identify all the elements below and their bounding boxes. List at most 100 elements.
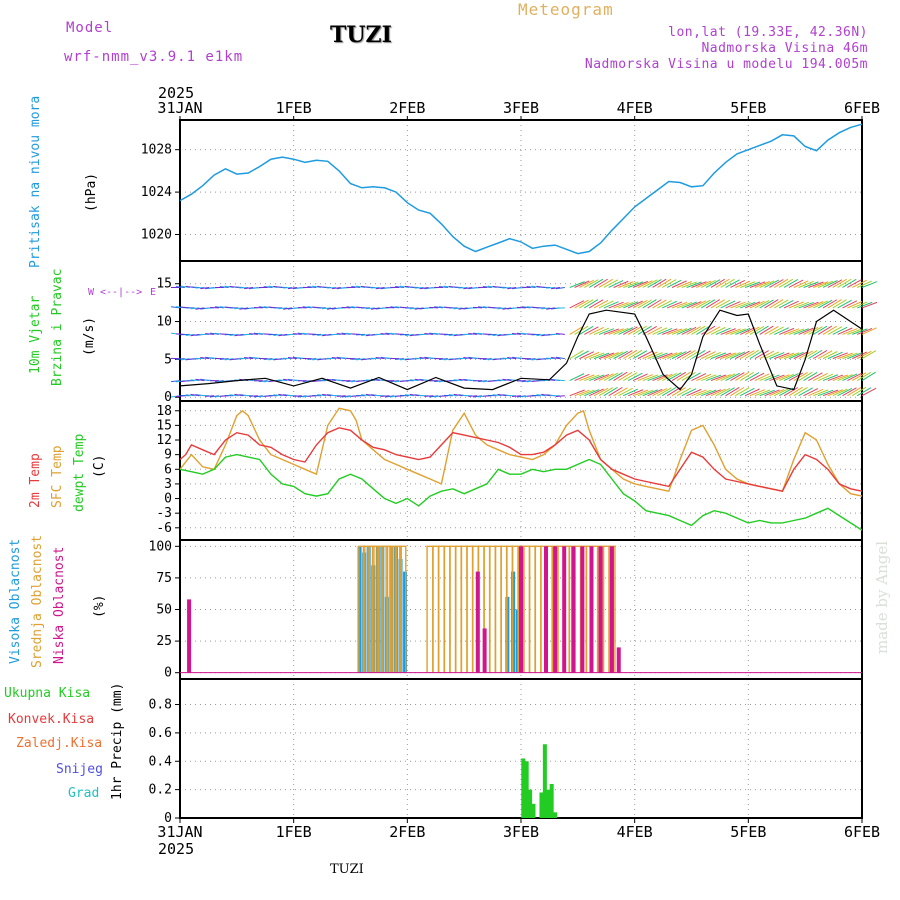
wind-arrow — [686, 372, 701, 382]
high-cloud-bar — [393, 546, 398, 673]
wind-arrow — [317, 333, 327, 337]
wind-arrow — [657, 373, 673, 382]
wind-arrow — [404, 333, 414, 337]
wind-arrow — [696, 299, 711, 309]
wind-arrow — [662, 279, 677, 288]
wind-arrow — [783, 373, 799, 382]
wind-arrow — [764, 325, 779, 335]
temp-ytick-label: 15 — [156, 418, 172, 433]
wind-arrow — [778, 278, 794, 288]
wind-arrow — [720, 352, 736, 360]
wind-arrow — [395, 358, 405, 360]
wind-arrow — [618, 281, 634, 288]
wind-arrow — [579, 389, 595, 397]
wind-arrow — [666, 328, 683, 335]
high-cloud-bar — [403, 571, 408, 673]
wind-arrow — [778, 300, 794, 309]
precip-bar — [531, 803, 536, 818]
wind-ytick-label: 0 — [164, 390, 172, 405]
wind-arrow — [817, 325, 833, 335]
wind-arrow — [531, 358, 541, 361]
wind-arrow — [788, 279, 804, 288]
wind-arrow — [468, 333, 478, 335]
wind-arrow — [749, 389, 765, 397]
wind-arrow — [798, 387, 813, 397]
time-label-top: 3FEB — [503, 99, 539, 117]
wind-arrow — [861, 371, 876, 381]
wind-arrow — [448, 333, 458, 337]
wind-arrow — [720, 278, 735, 288]
wind-arrow — [808, 301, 824, 309]
wind-arrow — [253, 395, 263, 398]
wind-arrow — [647, 326, 663, 335]
wind-arrow — [749, 372, 765, 382]
wind-arrow — [463, 286, 473, 290]
wind-arrow — [735, 350, 750, 360]
wind-arrow — [808, 349, 823, 360]
wind-arrow — [744, 388, 760, 397]
wind-arrow — [803, 388, 819, 397]
time-label-top: 31JAN — [157, 99, 202, 117]
wind-arrow — [856, 387, 872, 397]
wind-arrow — [666, 279, 682, 288]
wind-arrow — [429, 306, 439, 309]
wind-arrow — [774, 352, 790, 360]
wind-arrow — [429, 332, 439, 335]
low-cloud-bar — [571, 546, 576, 673]
wind-arrow — [798, 327, 814, 335]
high-cloud-bar — [375, 546, 380, 673]
wind-arrow — [793, 301, 809, 309]
wind-arrow — [598, 300, 614, 309]
wind-arrow — [749, 300, 765, 309]
wind-arrow — [759, 350, 775, 360]
wind-arrow — [676, 301, 693, 309]
wind-arrow — [637, 389, 654, 397]
wind-arrow — [317, 394, 327, 397]
wind-arrow — [774, 327, 790, 335]
wind-arrow — [847, 372, 862, 382]
wind-arrow — [832, 326, 848, 335]
mid-cloud-bar — [385, 545, 393, 673]
wind-arrow — [380, 395, 390, 397]
wind-arrow — [390, 380, 400, 383]
wind-arrow — [861, 301, 878, 309]
wind-arrow — [497, 379, 507, 382]
low-cloud-bar — [580, 546, 585, 673]
mid-cloud-bar — [362, 545, 371, 673]
wind-arrow — [744, 281, 761, 288]
wind-arrow — [409, 379, 419, 382]
wind-arrow — [856, 371, 872, 381]
wind-arrow — [657, 278, 672, 288]
wind-arrow — [200, 357, 210, 360]
precip-ytick-label: 0.6 — [149, 726, 172, 741]
wind-arrow — [725, 301, 741, 309]
wind-arrow — [511, 395, 522, 397]
wind-arrow — [652, 327, 668, 335]
precip-legend-convective: Konvek.Kisa — [8, 712, 95, 727]
wind-arrow — [370, 286, 380, 289]
wind-arrow — [613, 301, 629, 309]
wind-arrow — [341, 395, 351, 398]
wind-arrow — [725, 352, 741, 360]
cloud-panel: 0 25 50 75 100 — [149, 539, 863, 681]
wind-arrow — [623, 372, 638, 382]
wind-arrow — [861, 350, 877, 360]
wind-arrow — [705, 389, 722, 397]
wind-arrow — [175, 358, 185, 360]
wind-arrow — [671, 280, 687, 288]
wind-arrow — [603, 372, 619, 382]
wind-arrow — [375, 286, 385, 290]
wind-arrow — [593, 352, 610, 360]
wind-arrow — [346, 380, 356, 383]
wind-arrow — [521, 380, 531, 383]
wind-arrow — [214, 306, 224, 309]
low-cloud-bar — [562, 546, 567, 673]
wind-arrow — [395, 286, 405, 288]
wind-arrow — [627, 300, 643, 309]
wind-arrow — [705, 299, 721, 309]
wind-arrow — [759, 280, 775, 288]
wind-arrow — [584, 326, 599, 335]
wind-arrow — [623, 281, 639, 288]
wind-arrow — [715, 327, 731, 335]
precip-ytick-label: 0.8 — [149, 698, 172, 713]
